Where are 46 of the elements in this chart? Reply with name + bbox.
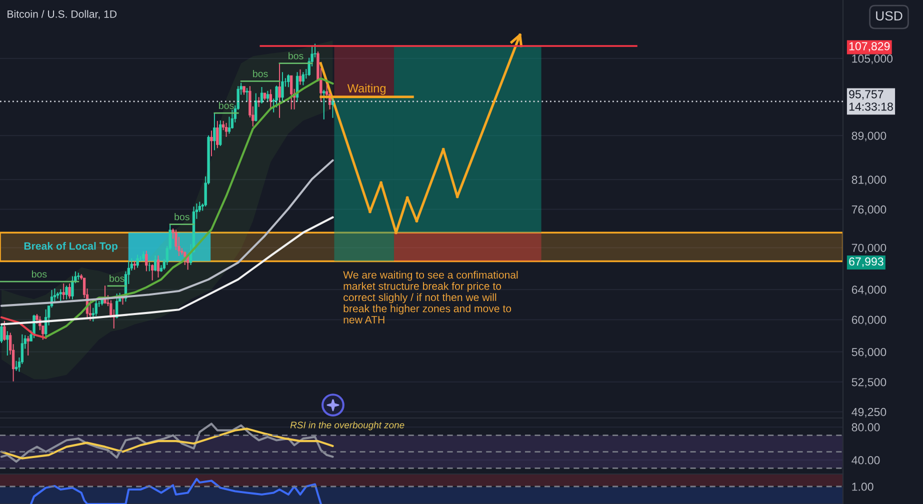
candlestick <box>331 98 334 118</box>
candlestick <box>26 336 30 356</box>
ref-line-label: bos <box>110 274 124 282</box>
candlestick <box>246 88 248 102</box>
y-tick-label: 52,500 <box>852 378 886 388</box>
text: 1.00 <box>852 482 874 491</box>
ref-line-label: bos <box>174 213 190 220</box>
y-tick-label: 81,000 <box>852 176 886 186</box>
y-tick-label: 105,000 <box>852 54 893 64</box>
candlestick <box>6 331 9 356</box>
ref-line-label: bos <box>219 102 234 110</box>
candlestick <box>59 289 62 302</box>
candlestick <box>133 260 136 270</box>
candlestick <box>298 69 302 85</box>
annotation: RSI in the overbought zone <box>290 421 404 430</box>
text: Bitcoin / U.S. Dollar, 1D <box>8 10 117 20</box>
annotation: We are waiting to see a confimational market structure break for price to correct slighly / if not then we will break the higher zones and move to new ATH <box>343 270 518 324</box>
ref-line-label: Waiting <box>347 84 386 95</box>
y-tick-label: 70,000 <box>852 244 886 254</box>
candlestick <box>322 90 326 120</box>
y-tick-label: 80.00 <box>852 423 880 432</box>
candlestick <box>210 130 213 156</box>
y-tick-label: 40.00 <box>852 456 880 464</box>
y-tick-label: 56,000 <box>852 348 886 358</box>
ref-line-label: bos <box>32 270 47 278</box>
y-axis-title: USD <box>876 11 902 21</box>
ref-line-label: bos <box>288 52 304 60</box>
candlestick <box>62 283 65 300</box>
y-tick-label: 89,000 <box>852 132 886 142</box>
line-series <box>0 159 334 307</box>
y-tick-label: 60,000 <box>852 316 886 326</box>
text: 107,829 <box>849 42 890 52</box>
y-tick-label: 64,000 <box>852 286 886 296</box>
ref-line-label: 95,757 14:33:18 <box>849 90 893 111</box>
band-label: Break of Local Top <box>24 242 118 252</box>
y-tick-label: 76,000 <box>852 205 886 215</box>
line-series <box>0 316 47 339</box>
candlestick <box>242 86 246 95</box>
candlestick <box>224 122 228 137</box>
candlestick <box>14 360 18 371</box>
text: 67,993 <box>849 257 884 267</box>
ref-line-label: bos <box>253 70 268 78</box>
candlestick <box>142 251 145 261</box>
candlestick <box>148 262 151 272</box>
candlestick <box>77 272 80 280</box>
y-tick-label: 49,250 <box>852 408 886 418</box>
